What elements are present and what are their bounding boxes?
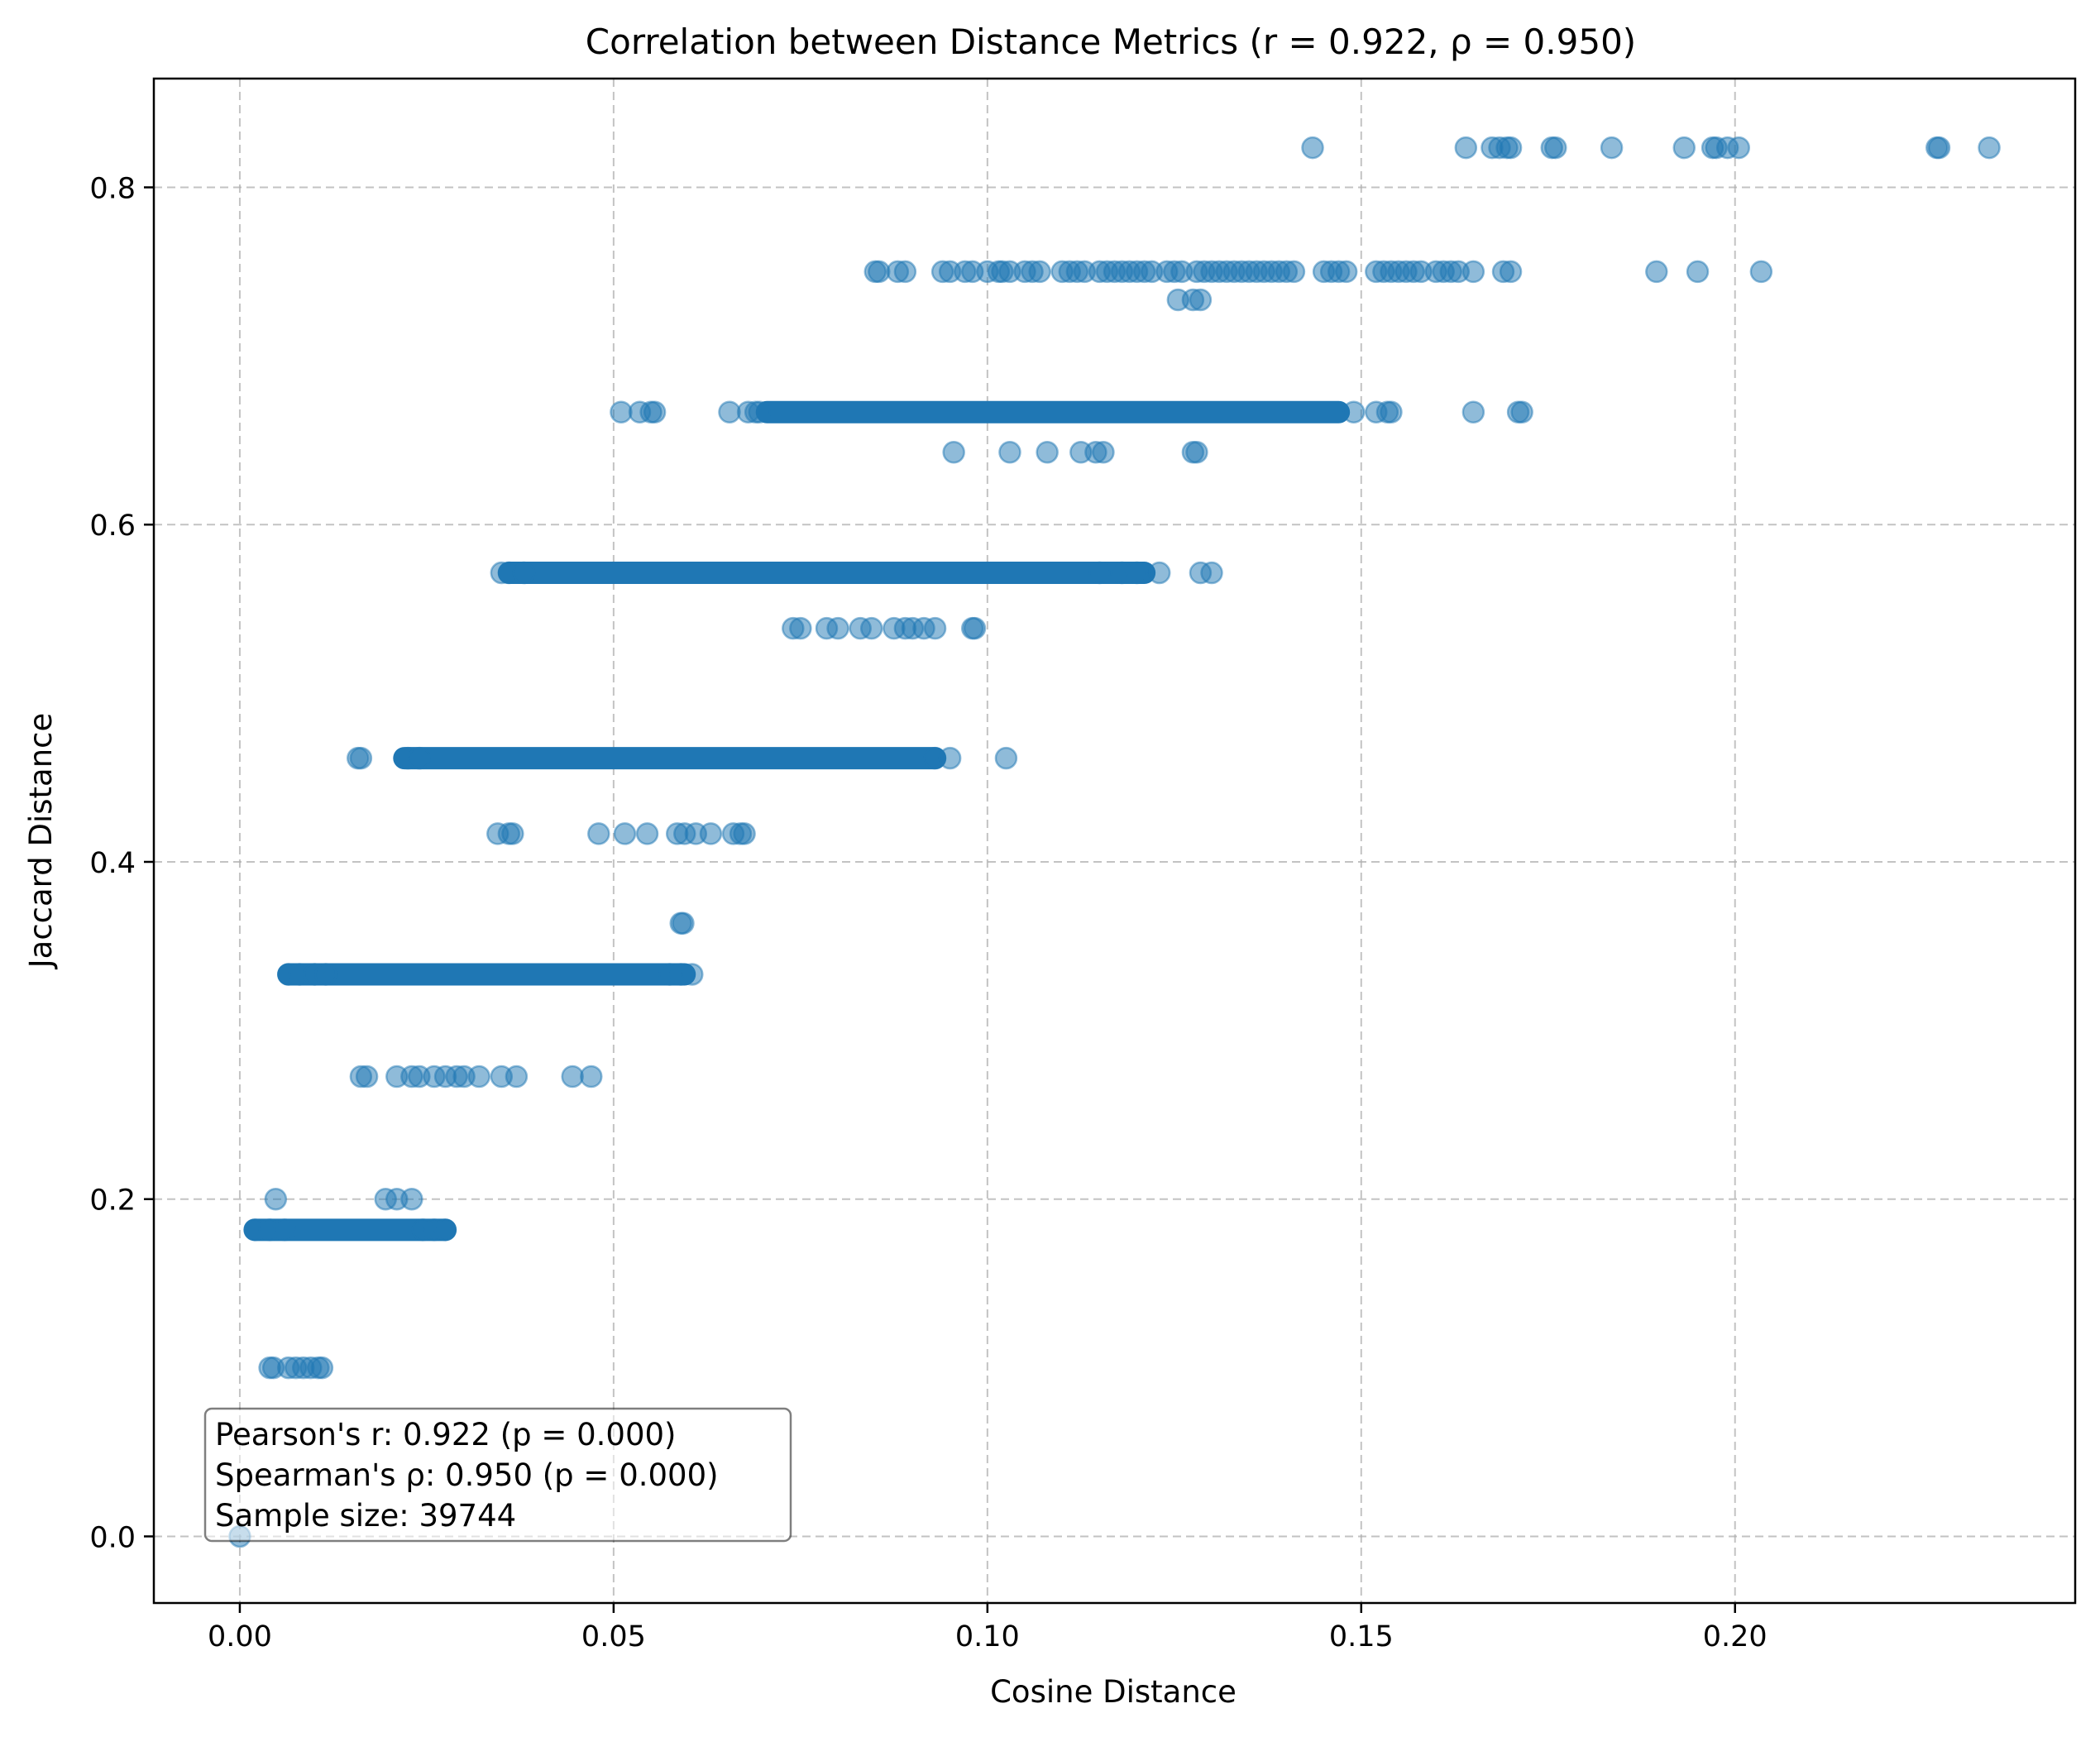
chart-title: Correlation between Distance Metrics (r … [586,22,1636,62]
data-point [1461,400,1485,424]
data-point [310,1356,334,1380]
data-point [512,561,536,585]
data-point [963,616,987,640]
data-point [942,441,965,464]
y-tick-label: 0.2 [89,1184,136,1218]
data-point [1927,136,1951,160]
data-point [505,1065,529,1089]
data-point [672,912,695,935]
data-point [1544,136,1567,160]
data-point [1200,561,1223,585]
data-point [1028,260,1051,284]
data-point [938,746,962,770]
stats-box-frame [203,1407,792,1543]
data-point [1749,260,1773,284]
data-point [1342,400,1366,424]
data-point [314,963,337,986]
y-tick-label: 0.8 [89,172,136,205]
data-point [1147,561,1171,585]
data-point [699,822,723,845]
data-point [467,1065,490,1089]
x-axis-label: Cosine Distance [990,1674,1237,1710]
plot-area-frame [152,77,2077,1605]
ticks-layer: 0.00 0.05 0.10 0.15 0.20 0.0 0.2 0.4 0.6 0.8 [89,172,1767,1653]
data-point [1510,400,1533,424]
stats-spearman: Spearman's ρ: 0.950 (p = 0.000) [215,1457,719,1493]
x-tick-label: 0.15 [1329,1620,1394,1653]
data-point [433,1218,457,1242]
y-tick-label: 0.6 [89,510,136,543]
data-point [1672,136,1696,160]
x-tick-label: 0.00 [208,1620,272,1653]
points-layer [228,136,2001,1548]
data-point [994,746,1018,770]
data-point [1727,136,1750,160]
data-point [1380,400,1403,424]
data-point [643,400,667,424]
data-point [355,1065,379,1089]
data-point [587,822,610,845]
data-point [1600,136,1624,160]
data-point [580,1065,603,1089]
data-point [264,1187,288,1211]
y-tick-label: 0.0 [89,1521,136,1554]
data-point [400,1187,423,1211]
data-point [561,1065,584,1089]
data-point [1461,260,1485,284]
data-point [1185,441,1208,464]
data-point [1499,260,1523,284]
data-point [1189,288,1213,312]
stats-pearson: Pearson's r: 0.922 (p = 0.000) [215,1417,677,1452]
y-axis-label: Jaccard Distance [23,713,59,970]
data-point [1645,260,1668,284]
data-point [859,616,883,640]
y-tick-label: 0.4 [89,847,136,880]
data-point [408,746,431,770]
x-tick-label: 0.20 [1703,1620,1768,1653]
data-point [893,260,917,284]
data-point [1334,260,1358,284]
data-point [1088,561,1112,585]
data-point [1282,260,1306,284]
data-point [718,400,741,424]
data-point [1454,136,1478,160]
data-point [501,822,524,845]
data-point [681,963,704,986]
data-point [748,400,771,424]
data-point [923,616,947,640]
data-point [1036,441,1059,464]
x-tick-label: 0.10 [955,1620,1020,1653]
data-point [789,616,812,640]
stats-sample-size: Sample size: 39744 [215,1498,516,1534]
data-point [1978,136,2001,160]
data-point [1499,136,1523,160]
data-point [1686,260,1710,284]
stats-box: Pearson's r: 0.922 (p = 0.000) Spearman'… [203,1407,792,1543]
data-point [1301,136,1324,160]
data-point [349,746,373,770]
data-point [733,822,756,845]
data-point [998,441,1021,464]
data-point [1092,441,1115,464]
data-point [273,1218,296,1242]
x-tick-label: 0.05 [581,1620,646,1653]
data-point [1125,561,1149,585]
data-point [635,822,659,845]
data-point [610,400,633,424]
data-point [868,260,891,284]
data-point [826,616,849,640]
data-point [613,822,637,845]
